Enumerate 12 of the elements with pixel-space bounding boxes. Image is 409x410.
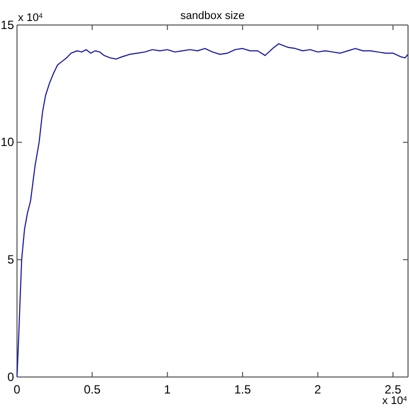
y-tick-label: 0 xyxy=(7,370,14,384)
x-tick-label: 0.5 xyxy=(84,382,101,397)
x-tick-label: 1.5 xyxy=(234,382,252,397)
y-tick-label: 5 xyxy=(7,252,14,267)
text: x 10$^{4}$ xyxy=(382,395,408,407)
x-tick-label: 1 xyxy=(164,382,172,397)
x-tick-label: 2 xyxy=(314,382,322,397)
text: x 10$^{4}$ xyxy=(18,12,43,24)
chart-title: sandbox size xyxy=(180,10,245,22)
y-tick-label: 15 xyxy=(0,18,14,32)
x-tick-label: 2.5 xyxy=(384,382,402,397)
y-tick-label: 10 xyxy=(0,135,14,150)
